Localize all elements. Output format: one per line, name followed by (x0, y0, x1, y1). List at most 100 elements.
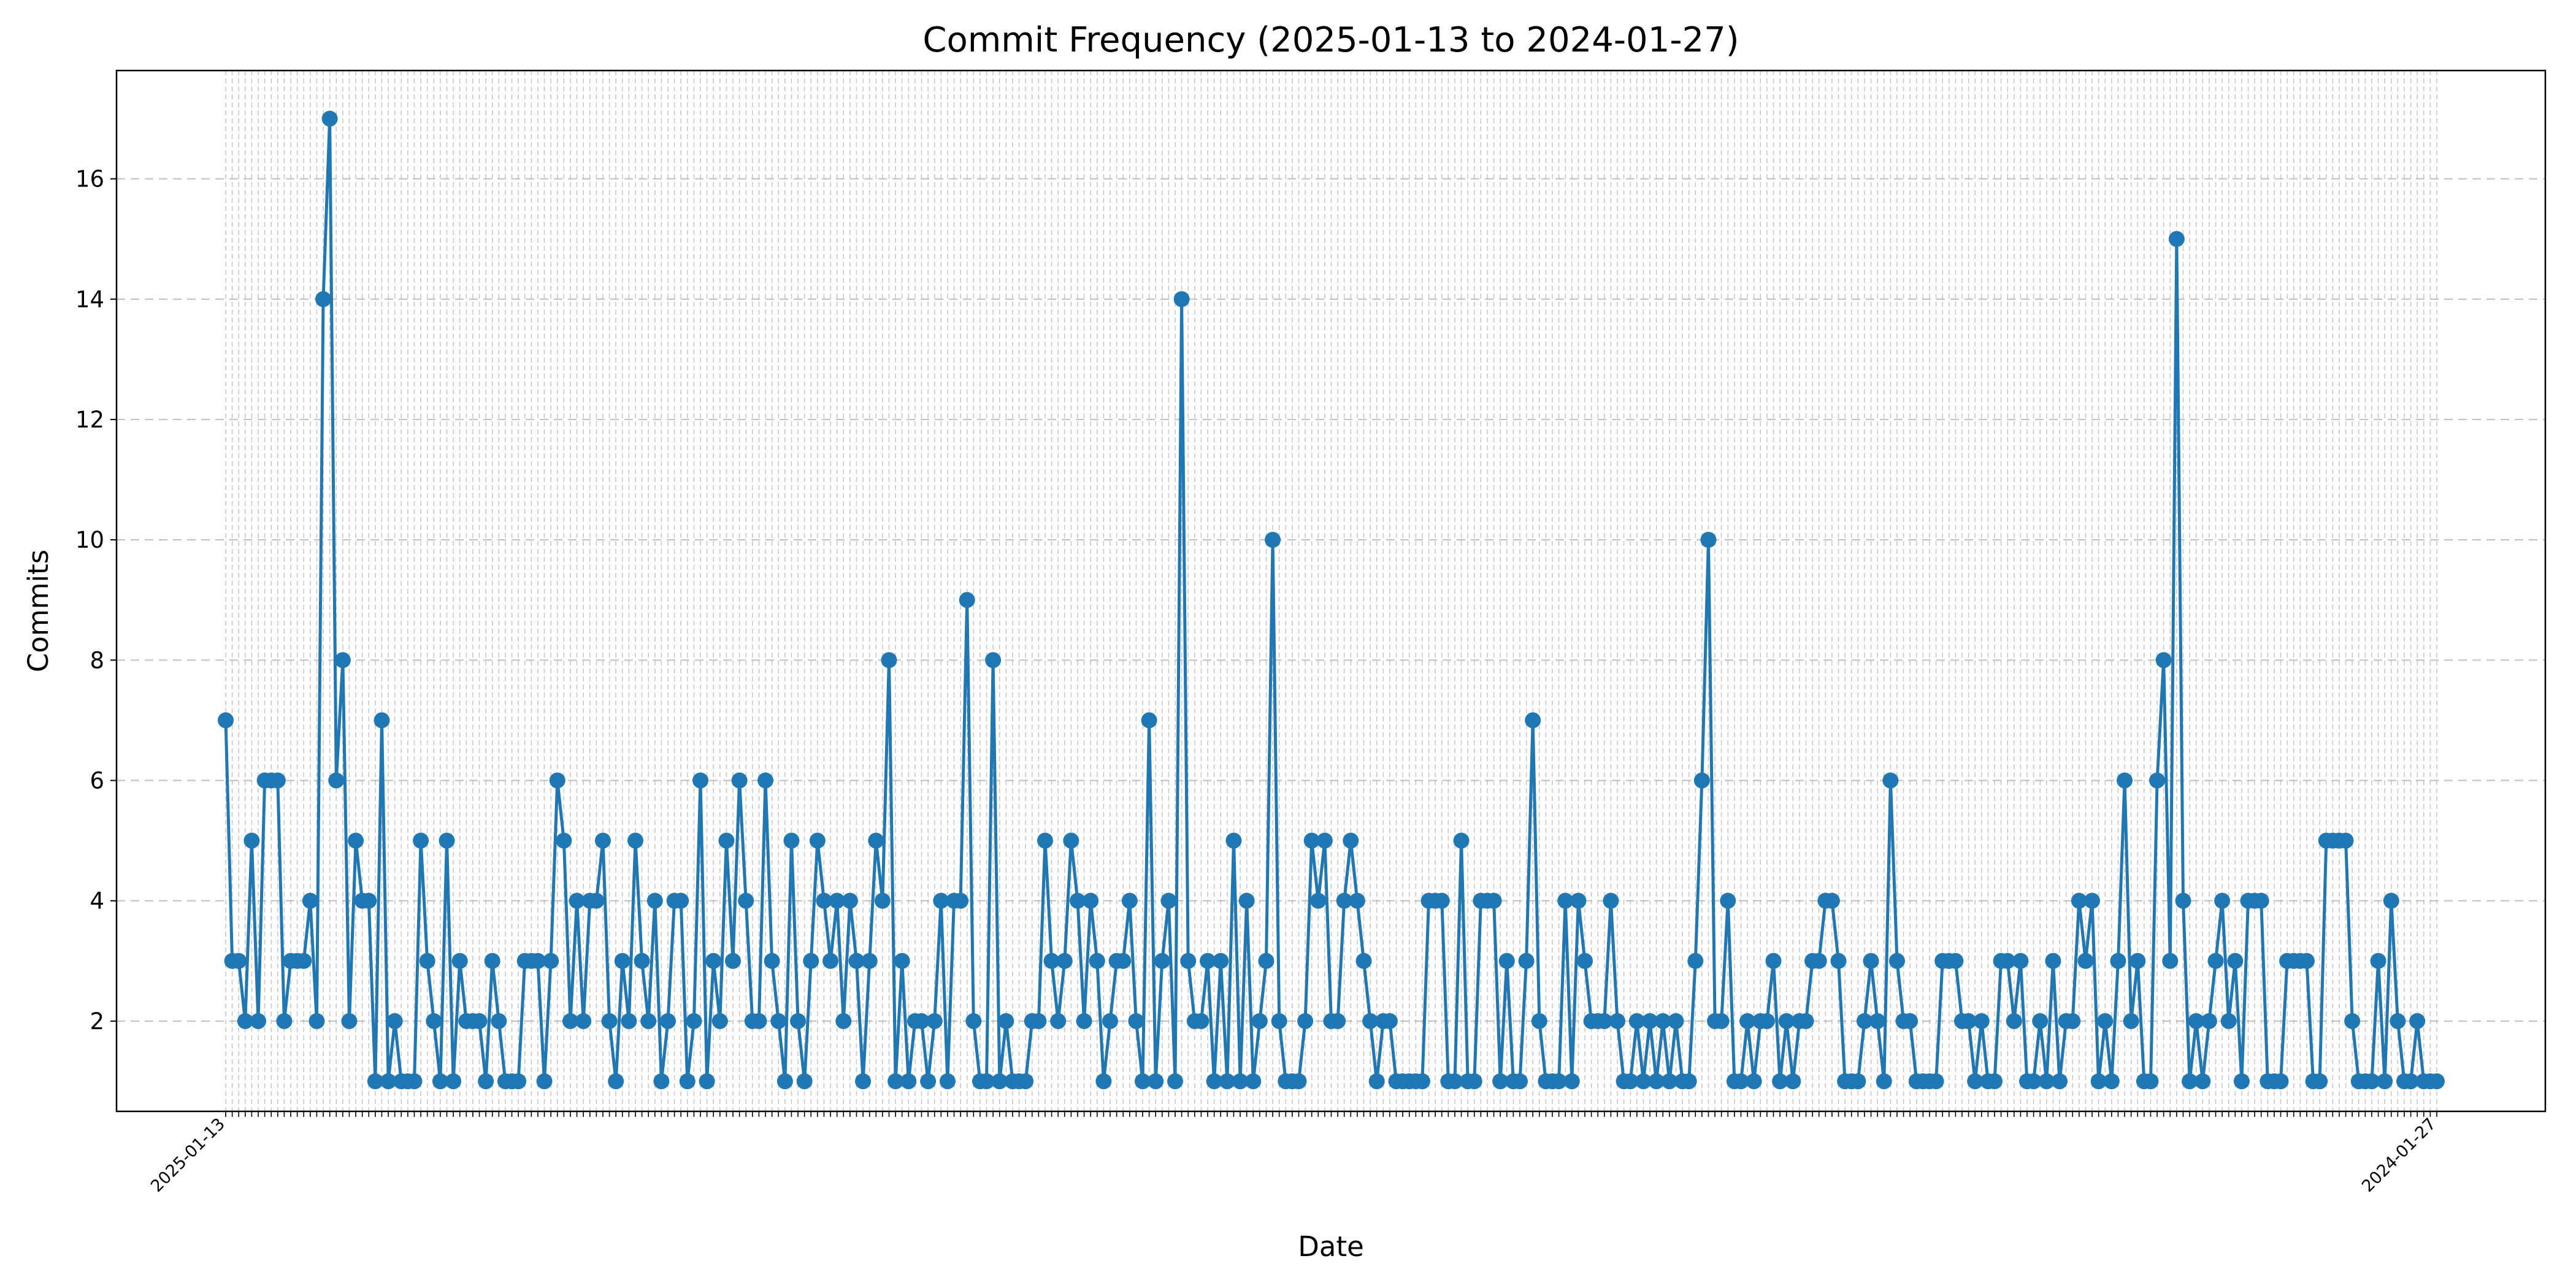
data-point (1778, 1013, 1795, 1029)
data-point (510, 1073, 527, 1089)
data-point (594, 832, 611, 849)
data-point (718, 832, 735, 849)
data-point (1271, 1013, 1287, 1029)
data-point (1115, 953, 1132, 969)
data-point (887, 1073, 904, 1089)
data-point (302, 892, 318, 909)
data-point (1882, 772, 1899, 789)
data-point (1063, 832, 1079, 849)
data-point (2155, 652, 2172, 669)
data-point (764, 953, 780, 969)
data-point (296, 953, 312, 969)
data-point (1655, 1013, 1671, 1029)
data-point (2129, 953, 2146, 969)
data-point (2097, 1013, 2114, 1029)
data-point (1668, 1013, 1684, 1029)
data-point (829, 892, 845, 909)
data-point (237, 1013, 253, 1029)
data-point (1200, 953, 1216, 969)
data-point (1531, 1013, 1547, 1029)
data-point (991, 1073, 1008, 1089)
data-point (1453, 832, 1470, 849)
chart-title: Commit Frequency (2025-01-13 to 2024-01-… (922, 20, 1739, 60)
data-point (2370, 953, 2386, 969)
data-point (1043, 953, 1060, 969)
data-point (569, 892, 585, 909)
data-point (426, 1013, 442, 1029)
data-point (2220, 1013, 2237, 1029)
data-point (1135, 1073, 1151, 1089)
data-point (868, 832, 884, 849)
data-point (1739, 1013, 1756, 1029)
data-point (998, 1013, 1014, 1029)
data-point (1238, 892, 1255, 909)
data-point (2272, 1073, 2289, 1089)
data-point (1551, 1073, 1567, 1089)
data-point (2142, 1073, 2159, 1089)
data-point (2188, 1013, 2204, 1029)
y-axis-label: Commits (22, 550, 55, 672)
data-point (1850, 1073, 1866, 1089)
data-point (803, 953, 819, 969)
data-point (1330, 1013, 1346, 1029)
data-point (543, 953, 559, 969)
data-point (1830, 953, 1847, 969)
data-point (2038, 1073, 2055, 1089)
data-point (686, 1013, 702, 1029)
data-point (1713, 1013, 1730, 1029)
data-point (1999, 953, 2016, 969)
data-point (1076, 1013, 1092, 1029)
data-point (1095, 1073, 1112, 1089)
data-point (2045, 953, 2061, 969)
y-tick-label: 8 (90, 647, 104, 673)
data-point (1167, 1073, 1184, 1089)
data-point (2253, 892, 2269, 909)
data-point (1967, 1073, 1984, 1089)
y-tick-label: 16 (75, 166, 104, 193)
data-point (809, 832, 826, 849)
data-point (2175, 892, 2191, 909)
data-point (725, 953, 742, 969)
data-point (1856, 1013, 1873, 1029)
data-point (1310, 892, 1327, 909)
data-point (1141, 712, 1157, 729)
data-point (2390, 1013, 2406, 1029)
data-point (1720, 892, 1736, 909)
data-point (361, 892, 377, 909)
data-point (2182, 1073, 2198, 1089)
data-point (1758, 1013, 1775, 1029)
data-point (1733, 1073, 1749, 1089)
data-point (1700, 532, 1717, 548)
data-point (621, 1013, 637, 1029)
data-point (1206, 1073, 1222, 1089)
data-point (770, 1013, 787, 1029)
data-point (1213, 953, 1229, 969)
data-point (841, 892, 858, 909)
data-point (1563, 1073, 1580, 1089)
data-point (1173, 291, 1190, 307)
plot-frame (115, 69, 2547, 1113)
data-point (2006, 1013, 2022, 1029)
data-point (386, 1013, 403, 1029)
data-point (913, 1013, 930, 1029)
data-point (1485, 892, 1502, 909)
data-point (2409, 1013, 2426, 1029)
data-point (1225, 832, 1242, 849)
data-point (231, 953, 247, 969)
data-point (640, 1013, 657, 1029)
data-point (2052, 1073, 2068, 1089)
data-point (1265, 532, 1281, 548)
data-point (1570, 892, 1587, 909)
data-point (673, 892, 689, 909)
data-point (757, 772, 774, 789)
data-point (451, 953, 468, 969)
data-point (334, 652, 351, 669)
data-point (1121, 892, 1138, 909)
data-point (1148, 1073, 1164, 1089)
data-point (608, 1073, 624, 1089)
data-point (588, 892, 605, 909)
data-point (562, 1013, 578, 1029)
data-point (835, 1013, 852, 1029)
data-point (2117, 772, 2133, 789)
data-point (1362, 1013, 1379, 1029)
